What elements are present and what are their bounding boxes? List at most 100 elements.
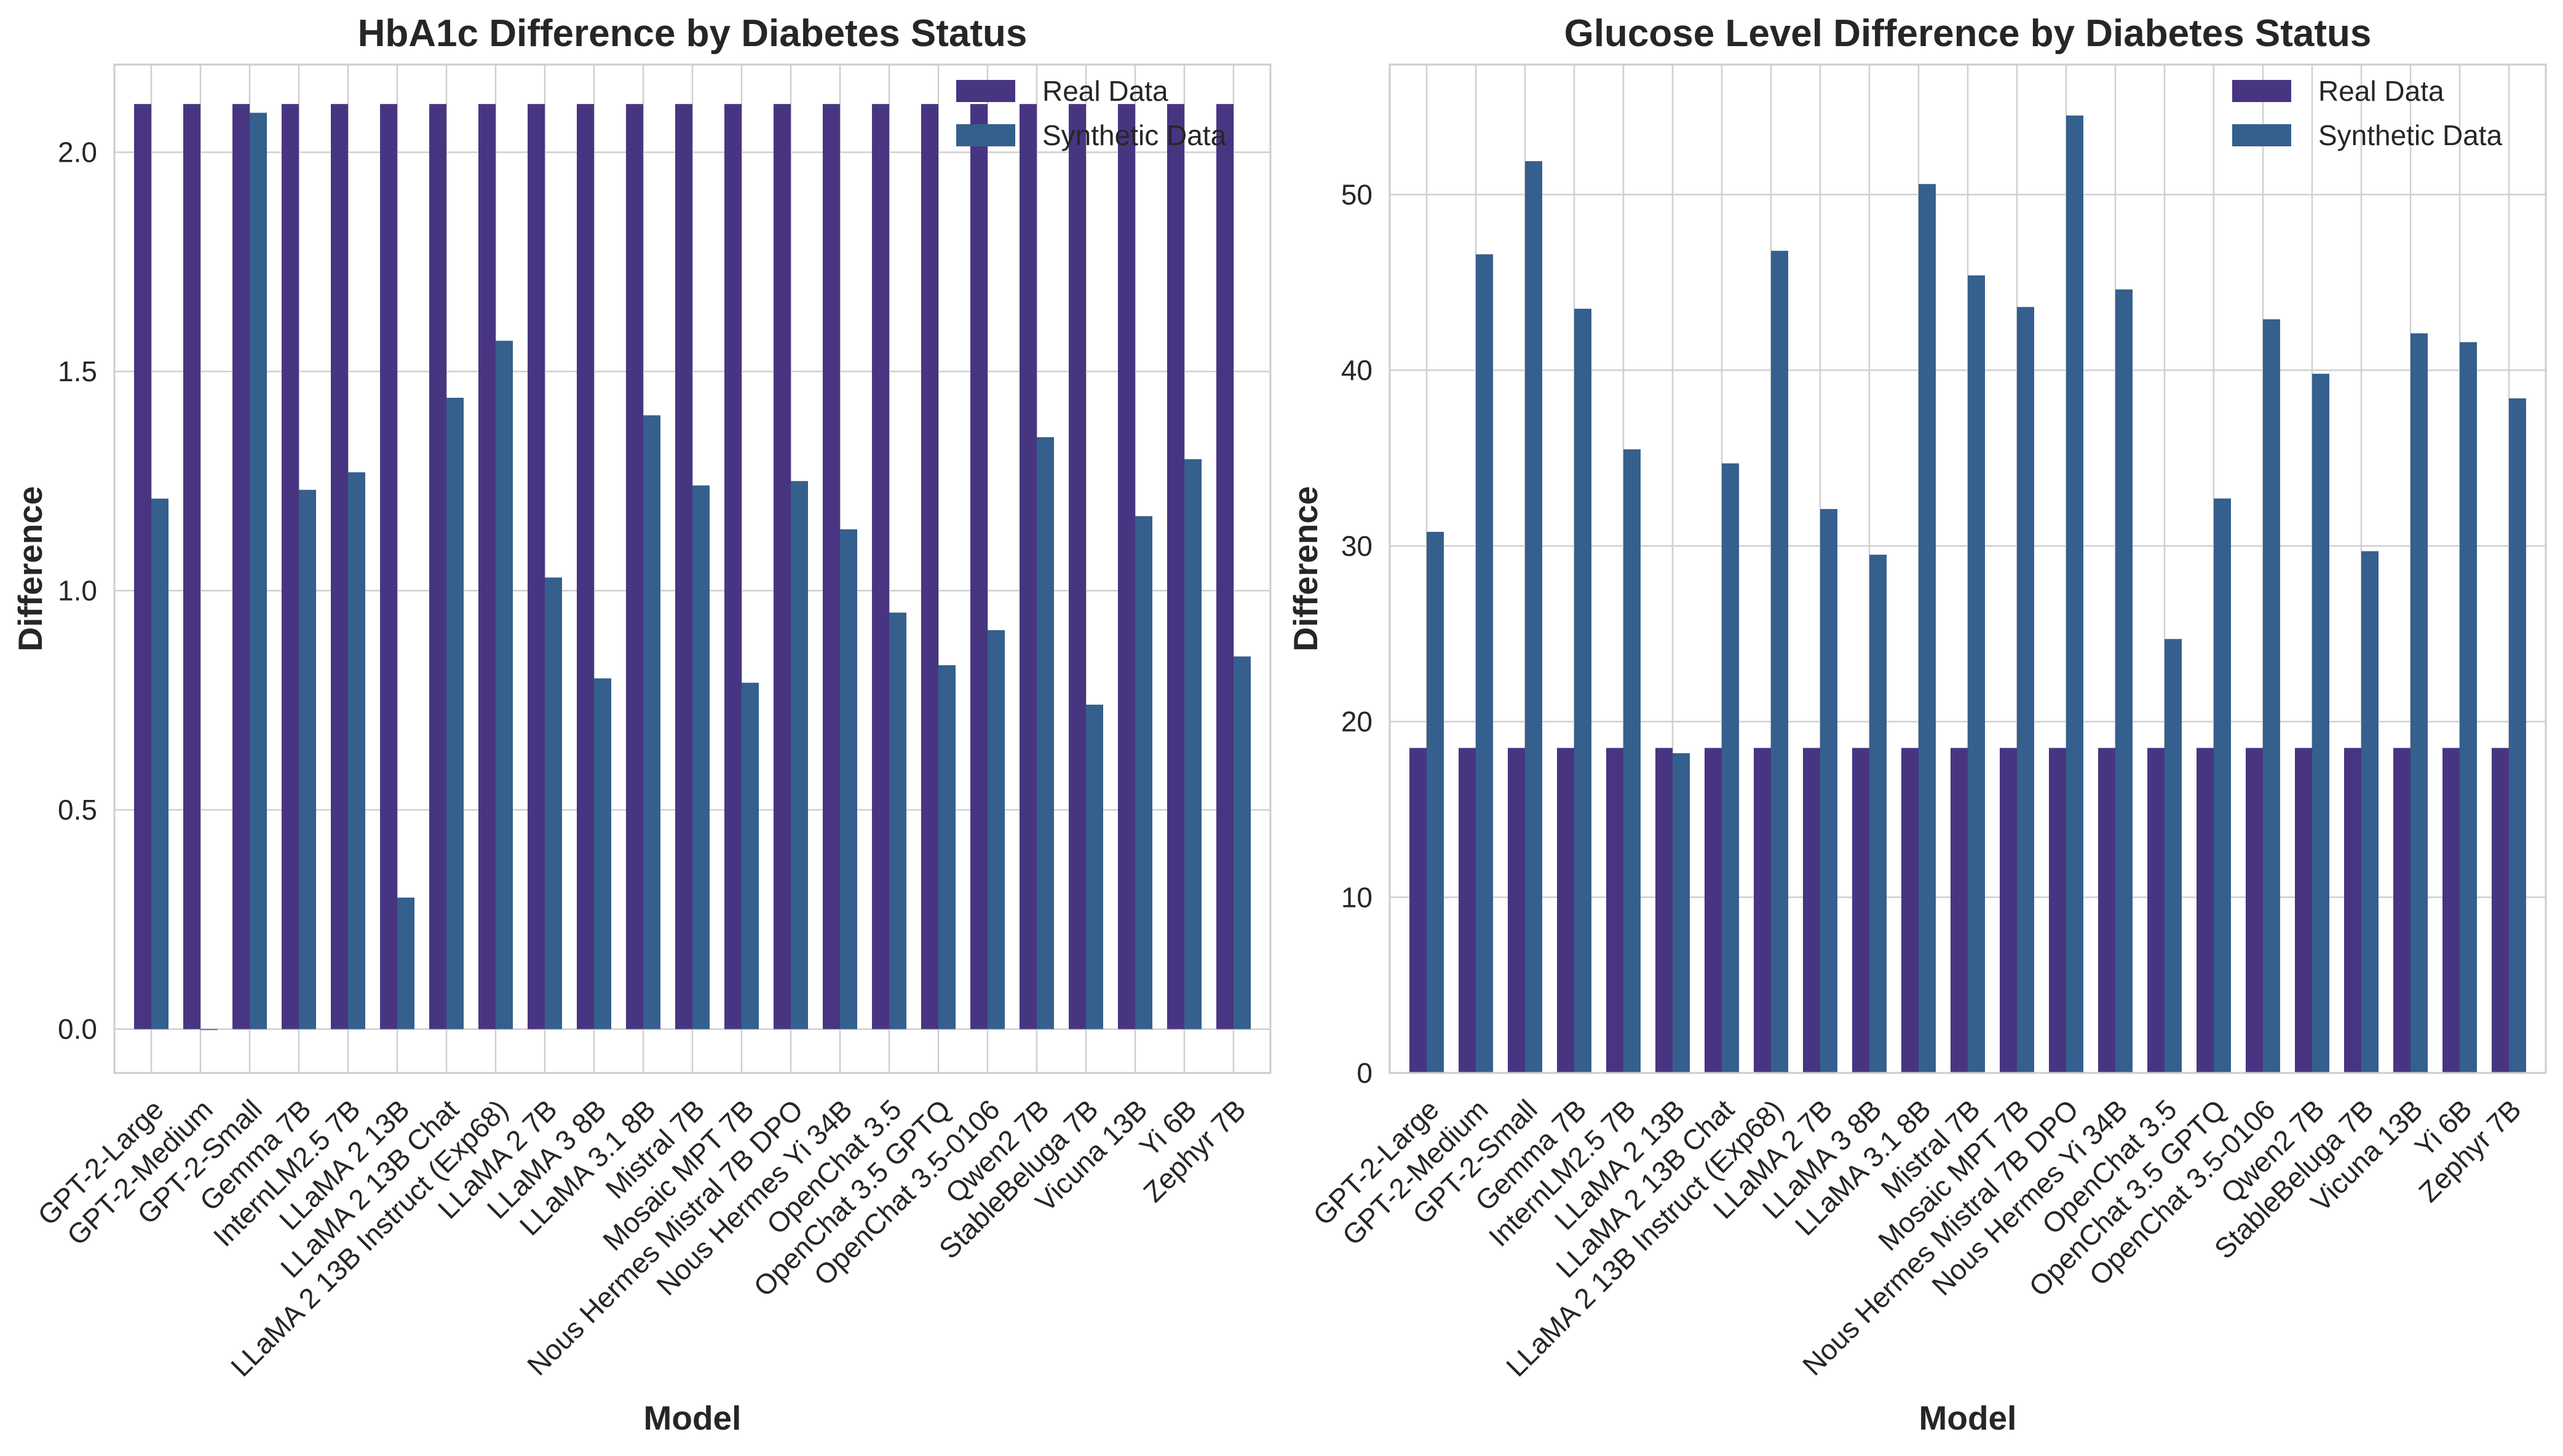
real-data-bar	[577, 104, 594, 1029]
chart-title: Glucose Level Difference by Diabetes Sta…	[1564, 12, 2372, 55]
synthetic-data-bar	[1722, 463, 1739, 1073]
real-data-bar	[429, 104, 446, 1029]
real-data-bar	[2049, 748, 2066, 1073]
synthetic-data-bar	[2115, 289, 2133, 1073]
synthetic-data-bar	[1574, 309, 1591, 1074]
x-axis-label: Model	[644, 1399, 742, 1437]
y-tick-label: 2.0	[58, 136, 97, 168]
y-tick-label: 30	[1341, 530, 1373, 562]
synthetic-data-bar	[1037, 437, 1054, 1029]
real-data-bar	[1901, 748, 1919, 1073]
synthetic-data-bar	[938, 665, 956, 1029]
real-data-bar	[2197, 748, 2214, 1073]
synthetic-data-bar	[545, 577, 562, 1029]
synthetic-data-bar	[988, 630, 1005, 1029]
legend-swatch	[2232, 124, 2291, 146]
synthetic-data-bar	[742, 682, 759, 1029]
synthetic-data-bar	[2312, 373, 2329, 1073]
real-data-bar	[921, 104, 938, 1029]
synthetic-data-bar	[1869, 555, 1887, 1073]
y-tick-label: 10	[1341, 881, 1373, 913]
real-data-bar	[528, 104, 545, 1029]
real-data-bar	[1069, 104, 1086, 1029]
real-data-bar	[1655, 748, 1673, 1073]
y-tick-label: 0.5	[58, 794, 97, 826]
real-data-bar	[1459, 748, 1476, 1073]
y-tick-label: 1.0	[58, 575, 97, 607]
real-data-bar	[1557, 748, 1574, 1073]
synthetic-data-bar	[840, 529, 857, 1029]
real-data-bar	[134, 104, 151, 1029]
y-axis-label: Difference	[1286, 486, 1325, 652]
real-data-bar	[282, 104, 299, 1029]
real-data-bar	[1216, 104, 1234, 1029]
synthetic-data-bar	[889, 612, 906, 1029]
y-tick-label: 20	[1341, 706, 1373, 738]
synthetic-data-bar	[791, 481, 808, 1029]
legend: Real Data Synthetic Data	[2232, 75, 2503, 151]
real-data-bar	[331, 104, 348, 1029]
real-data-bar	[2393, 748, 2410, 1073]
real-data-bar	[478, 104, 496, 1029]
synthetic-data-bar	[2410, 333, 2428, 1074]
synthetic-data-bar	[1427, 532, 1444, 1073]
real-data-bar	[2147, 748, 2165, 1073]
y-tick-label: 50	[1341, 178, 1373, 210]
real-data-bar	[2344, 748, 2361, 1073]
synthetic-data-bar	[1086, 705, 1103, 1029]
real-data-bar	[1409, 748, 1427, 1073]
synthetic-data-bar	[1820, 508, 1837, 1073]
synthetic-data-bar	[692, 485, 710, 1029]
real-data-bar	[1705, 748, 1722, 1073]
synthetic-data-bar	[2017, 307, 2034, 1074]
real-data-bar	[380, 104, 397, 1029]
synthetic-data-bar	[2361, 551, 2379, 1073]
legend-label: Real Data	[1042, 75, 1168, 107]
synthetic-data-bar	[397, 897, 414, 1029]
synthetic-data-bar	[2509, 398, 2526, 1073]
legend-label: Real Data	[2318, 75, 2444, 107]
synthetic-data-bar	[496, 341, 513, 1029]
y-tick-label: 40	[1341, 354, 1373, 386]
y-tick-label: 0.0	[58, 1013, 97, 1045]
y-tick-label: 1.5	[58, 355, 97, 387]
legend-swatch	[956, 124, 1015, 146]
y-axis-label: Difference	[11, 486, 49, 652]
real-data-bar	[2442, 748, 2460, 1073]
synthetic-data-bar	[2263, 319, 2280, 1074]
real-data-bar	[1118, 104, 1135, 1029]
legend: Real Data Synthetic Data	[956, 75, 1227, 151]
synthetic-data-bar	[200, 1029, 218, 1031]
synthetic-data-bar	[1234, 656, 1251, 1029]
synthetic-data-bar	[2460, 342, 2477, 1073]
chart-title: HbA1c Difference by Diabetes Status	[358, 12, 1028, 55]
real-data-bar	[1803, 748, 1820, 1073]
real-data-bar	[823, 104, 840, 1029]
synthetic-data-bar	[250, 113, 267, 1029]
legend-label: Synthetic Data	[1042, 119, 1227, 151]
real-data-bar	[626, 104, 643, 1029]
synthetic-data-bar	[2214, 498, 2231, 1073]
real-data-bar	[1020, 104, 1037, 1029]
synthetic-data-bar	[348, 472, 365, 1029]
legend-label: Synthetic Data	[2318, 119, 2503, 151]
plot-frame	[113, 63, 1272, 1074]
synthetic-data-bar	[2066, 115, 2083, 1073]
synthetic-data-bar	[1623, 449, 1641, 1073]
real-data-bar	[1951, 748, 1968, 1073]
real-data-bar	[970, 104, 988, 1029]
synthetic-data-bar	[1673, 753, 1690, 1073]
y-tick-label: 0	[1357, 1057, 1373, 1089]
real-data-bar	[2295, 748, 2312, 1073]
synthetic-data-bar	[1771, 250, 1788, 1073]
real-data-bar	[675, 104, 692, 1029]
synthetic-data-bar	[1184, 459, 1202, 1029]
synthetic-data-bar	[643, 415, 660, 1029]
legend-swatch	[956, 80, 1015, 102]
real-data-bar	[1606, 748, 1623, 1073]
real-data-bar	[1508, 748, 1525, 1073]
real-data-bar	[872, 104, 889, 1029]
synthetic-data-bar	[594, 678, 611, 1029]
